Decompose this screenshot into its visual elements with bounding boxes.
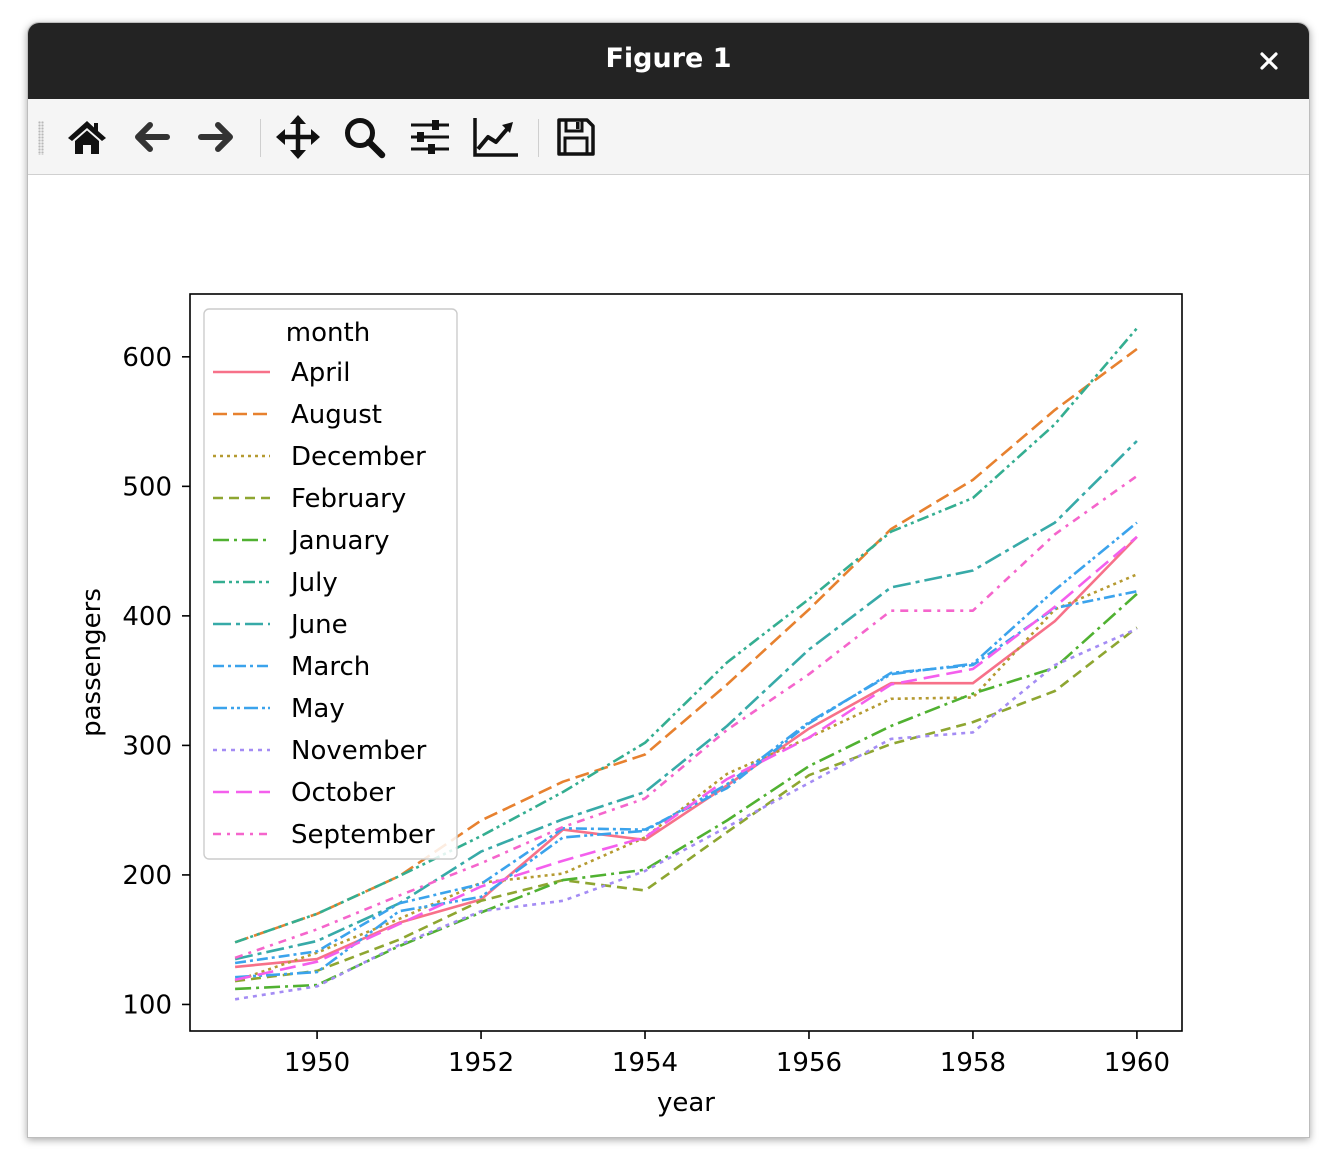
y-axis-label: passengers xyxy=(77,588,107,737)
x-tick-label: 1950 xyxy=(284,1048,350,1078)
legend-label-february: February xyxy=(291,484,406,514)
y-tick-label: 500 xyxy=(122,472,172,502)
legend-label-april: April xyxy=(291,358,350,388)
subplots-icon xyxy=(411,120,449,154)
home-button[interactable] xyxy=(59,111,115,163)
x-tick-label: 1958 xyxy=(940,1048,1006,1078)
legend-label-june: June xyxy=(289,610,348,640)
zoom-button[interactable] xyxy=(336,111,392,163)
pan-icon xyxy=(276,115,320,159)
x-tick-label: 1960 xyxy=(1104,1048,1170,1078)
x-axis-label: year xyxy=(657,1088,715,1118)
zoom-icon xyxy=(345,118,386,159)
save-icon xyxy=(557,118,595,156)
legend-label-january: January xyxy=(289,526,390,556)
customize-button[interactable] xyxy=(468,111,524,163)
forward-button[interactable] xyxy=(188,111,244,163)
home-icon xyxy=(68,121,106,154)
plot-frame xyxy=(189,293,1183,1032)
forward-icon xyxy=(198,122,233,152)
series-line-january xyxy=(235,592,1138,991)
figure-canvas[interactable]: 1950 1952 1954 1956 1958 1960 100 200 300 400 500 6… xyxy=(28,175,1309,1137)
line-chart: 1950 1952 1954 1956 1958 1960 100 200 300 400 500 6… xyxy=(77,293,1183,1118)
series-group xyxy=(234,327,1138,1001)
legend-label-august: August xyxy=(291,400,382,430)
series-line-june xyxy=(234,440,1138,961)
title-bar: Figure 1 xyxy=(28,23,1309,99)
legend-label-july: July xyxy=(289,568,338,598)
toolbar xyxy=(28,99,1309,175)
legend-title: month xyxy=(286,318,370,348)
y-tick-label: 200 xyxy=(122,861,172,891)
legend-label-march: March xyxy=(291,652,370,682)
figure-window: Figure 1 xyxy=(27,22,1310,1138)
window-title: Figure 1 xyxy=(605,43,732,74)
save-button[interactable] xyxy=(548,111,604,163)
back-button[interactable] xyxy=(124,111,180,163)
legend-label-december: December xyxy=(291,442,426,472)
toolbar-separator xyxy=(538,119,539,157)
subplots-button[interactable] xyxy=(402,111,458,163)
series-line-november xyxy=(234,627,1138,1001)
legend-label-october: October xyxy=(291,778,395,808)
toolbar-separator xyxy=(260,119,261,157)
legend-label-september: September xyxy=(291,820,435,850)
series-line-october xyxy=(234,535,1138,982)
series-line-april xyxy=(234,535,1138,969)
legend-label-may: May xyxy=(291,694,345,724)
y-tick-label: 400 xyxy=(122,602,172,632)
x-tick-label: 1956 xyxy=(776,1048,842,1078)
back-icon xyxy=(135,122,170,152)
x-tick-label: 1954 xyxy=(612,1048,678,1078)
y-tick-label: 600 xyxy=(122,343,172,373)
pan-button[interactable] xyxy=(270,111,326,163)
x-tick-label: 1952 xyxy=(448,1048,514,1078)
legend: month April August December February January J… xyxy=(203,308,458,860)
series-line-july xyxy=(234,327,1138,944)
legend-box xyxy=(203,308,458,860)
customize-icon xyxy=(473,118,518,157)
toolbar-grip[interactable] xyxy=(38,121,44,155)
legend-label-november: November xyxy=(291,736,427,766)
y-tick-label: 300 xyxy=(122,731,172,761)
close-icon xyxy=(1260,52,1278,70)
close-button[interactable] xyxy=(1253,43,1285,79)
y-tick-label: 100 xyxy=(122,990,172,1020)
